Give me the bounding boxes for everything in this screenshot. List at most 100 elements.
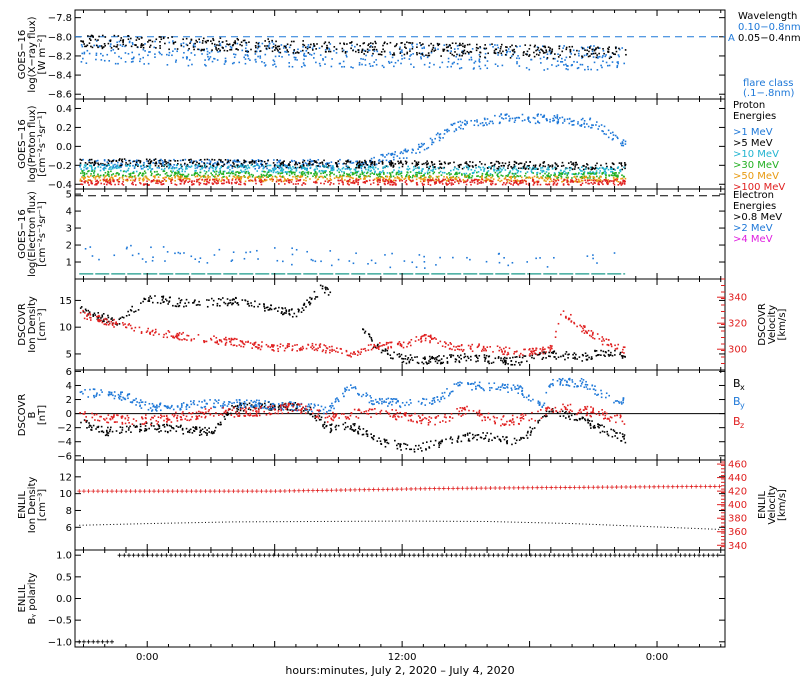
data-point [472, 172, 474, 174]
data-point [209, 166, 212, 168]
data-point [102, 174, 105, 176]
data-point [545, 119, 548, 122]
data-point [398, 48, 401, 50]
data-point [357, 181, 360, 184]
data-point [188, 47, 190, 50]
data-point [236, 175, 238, 178]
data-point [444, 178, 446, 181]
data-point [305, 179, 307, 182]
data-point [507, 167, 509, 170]
data-point [290, 181, 293, 183]
data-point [546, 183, 549, 186]
data-point [374, 262, 377, 264]
data-point [401, 58, 403, 60]
data-point [450, 354, 453, 356]
data-point [406, 51, 409, 54]
data-point [553, 119, 555, 122]
data-point [329, 172, 332, 174]
data-point [451, 182, 453, 184]
data-point [292, 52, 295, 55]
data-point [106, 180, 109, 183]
data-point [505, 362, 507, 364]
data-point [161, 165, 163, 167]
data-point [576, 181, 578, 183]
data-point [464, 162, 467, 164]
data-point [161, 159, 164, 162]
data-point [264, 179, 267, 182]
data-point [274, 175, 277, 178]
data-point [131, 181, 134, 184]
data-point [318, 170, 321, 173]
data-point [210, 50, 213, 53]
data-point [526, 176, 528, 179]
data-point [554, 53, 556, 55]
data-point [591, 168, 593, 171]
data-point [275, 65, 277, 68]
data-point [411, 356, 413, 359]
data-point [471, 48, 474, 50]
data-point [325, 288, 327, 291]
data-point [459, 180, 461, 182]
data-point [244, 172, 247, 174]
data-point [177, 162, 179, 165]
data-point [592, 179, 594, 182]
data-point [577, 121, 579, 123]
data-point [289, 167, 292, 169]
data-point [238, 160, 240, 163]
data-point [168, 165, 171, 167]
data-point [97, 181, 100, 183]
data-point [295, 180, 298, 183]
data-point [236, 164, 238, 166]
data-point [309, 178, 311, 180]
data-point [382, 177, 384, 179]
data-point [99, 169, 102, 172]
y-axis-label: GOES−16log(Electron flux)[cm⁻²s⁻¹sr⁻¹] [17, 191, 48, 277]
data-point [621, 164, 623, 167]
data-point [453, 130, 456, 133]
data-point [390, 154, 393, 156]
data-point [84, 176, 87, 179]
data-point [380, 175, 382, 178]
data-point [520, 361, 523, 363]
data-point [614, 46, 617, 49]
data-point [350, 66, 352, 68]
y-axis-label: DSCOVRIon Density[cm⁻³] [17, 296, 48, 353]
data-point [351, 162, 353, 164]
data-point [541, 358, 544, 361]
data-point [500, 52, 503, 55]
data-point [294, 176, 297, 178]
data-point [424, 356, 426, 359]
data-point [587, 182, 589, 185]
data-point [555, 184, 558, 186]
data-point [288, 163, 290, 165]
data-point [421, 53, 423, 55]
data-point [621, 357, 624, 359]
data-point [88, 311, 91, 313]
legend-entry: >5 MeV [733, 138, 773, 149]
data-point [242, 39, 245, 42]
data-point [299, 176, 301, 178]
data-point [122, 41, 124, 44]
data-point [460, 163, 462, 166]
data-point [572, 353, 574, 356]
data-point [464, 181, 467, 183]
data-point [110, 318, 112, 320]
data-point [573, 60, 575, 63]
data-point [581, 175, 583, 178]
data-point [175, 172, 178, 174]
data-point [614, 349, 616, 352]
data-point [103, 179, 106, 181]
data-point [275, 47, 277, 50]
data-point [559, 54, 561, 56]
data-point [492, 122, 494, 125]
data-point [84, 248, 87, 250]
data-point [105, 323, 108, 326]
data-point [348, 260, 351, 262]
data-point [613, 163, 615, 166]
data-point [208, 52, 211, 54]
data-point [85, 167, 88, 170]
data-point [86, 315, 88, 317]
data-point [205, 183, 208, 186]
data-point [193, 160, 195, 163]
data-point [211, 42, 214, 45]
